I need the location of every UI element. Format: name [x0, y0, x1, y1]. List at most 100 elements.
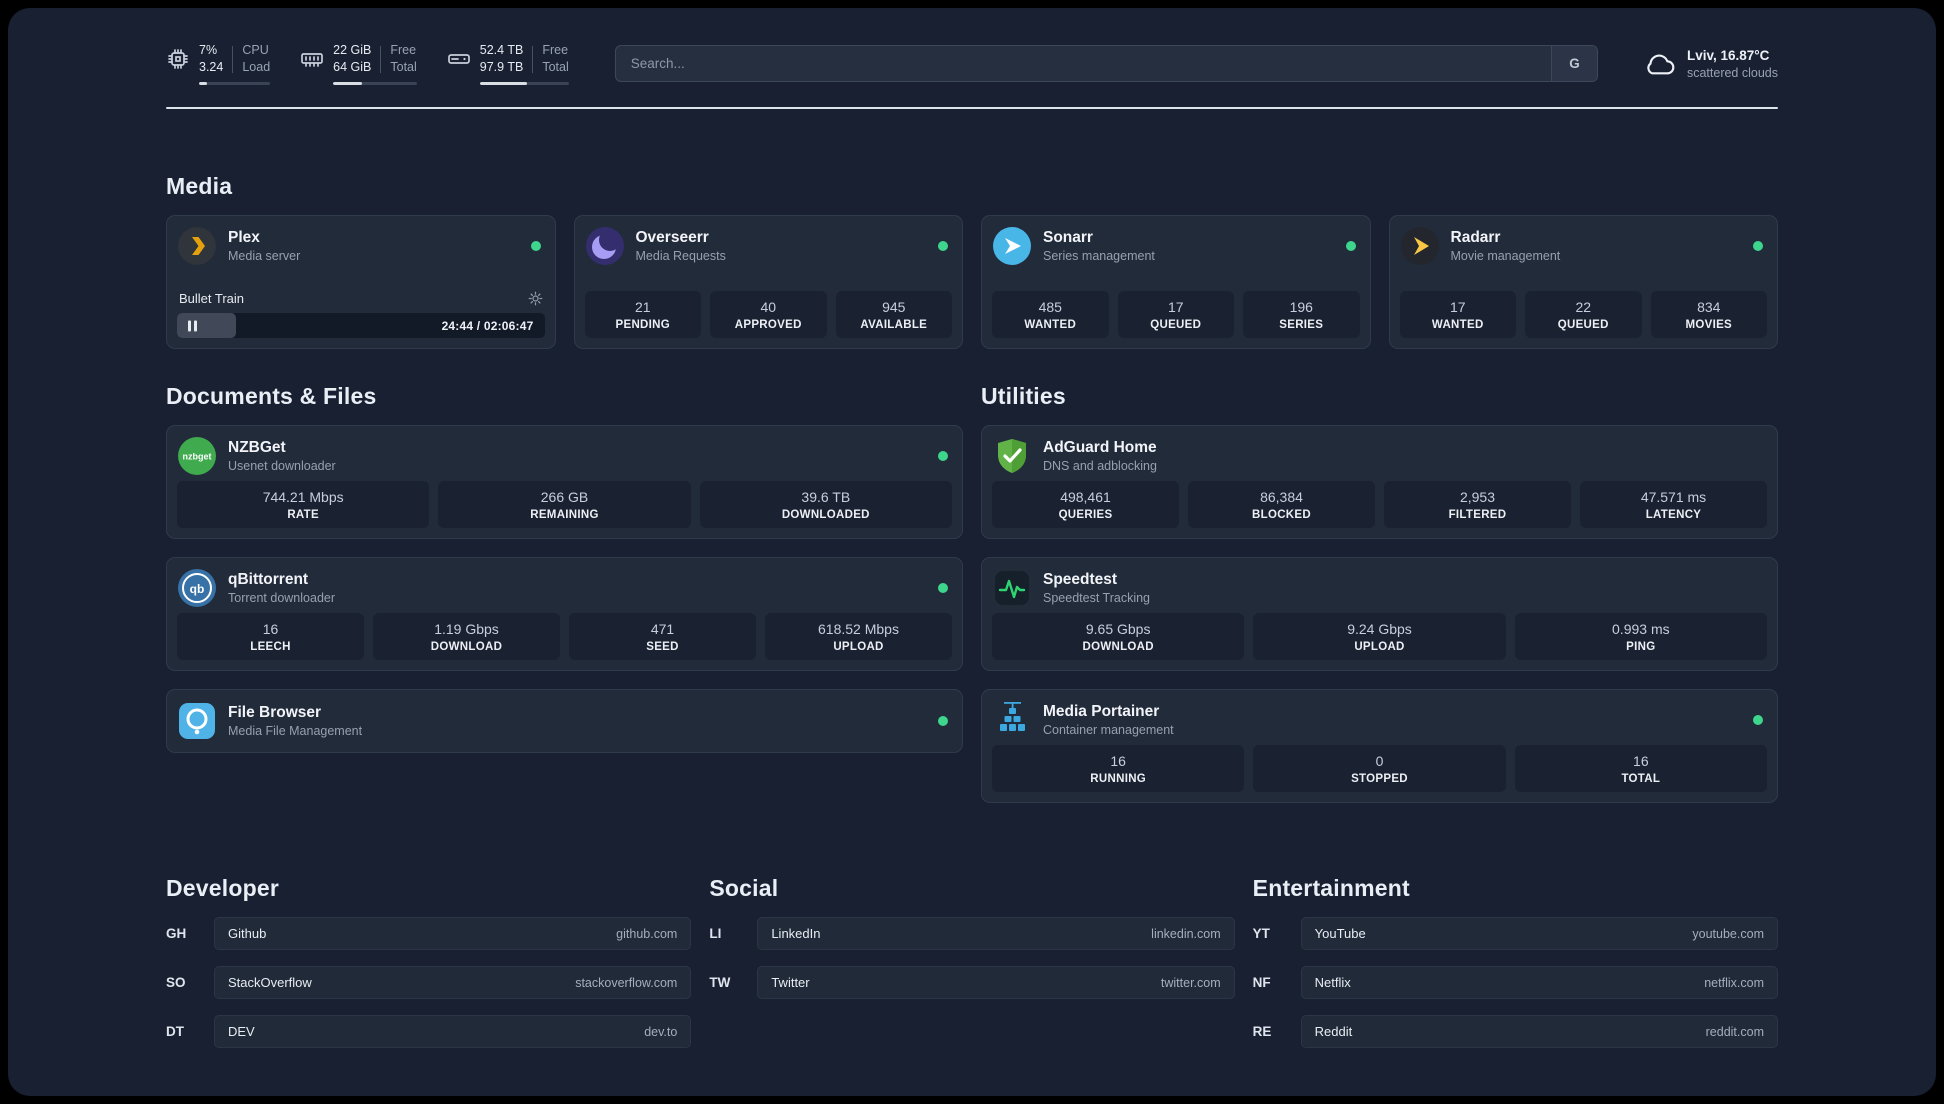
bookmark-row: DT DEV dev.to — [166, 1015, 692, 1048]
bookmark-row: TW Twitter twitter.com — [709, 966, 1235, 999]
cpu-load-value: 3.24 — [199, 60, 224, 74]
plex-icon — [177, 226, 217, 266]
service-desc: Media server — [228, 249, 301, 263]
bookmark-link-stackoverflow[interactable]: StackOverflow stackoverflow.com — [214, 966, 692, 999]
section-media: Media Plex Media server — [166, 173, 1778, 349]
top-bar: 7% 3.24 CPU Load — [166, 42, 1778, 85]
service-desc: Torrent downloader — [228, 591, 336, 605]
radarr-card[interactable]: Radarr Movie management 17 WANTED 22 QUE… — [1388, 215, 1778, 349]
stat-series: 196 SERIES — [1243, 291, 1360, 338]
now-playing-title: Bullet Train — [179, 291, 245, 306]
stat-upload: 9.24 Gbps UPLOAD — [1253, 613, 1506, 660]
service-name: File Browser — [228, 704, 322, 721]
bookmark-abbr: GH — [166, 926, 187, 941]
stat-total: 16 TOTAL — [1514, 745, 1767, 792]
qbittorrent-card[interactable]: qb qBittorrent Torrent downloader 16 — [166, 557, 963, 671]
stat-seed: 471 SEED — [569, 613, 756, 660]
pause-icon[interactable] — [188, 320, 197, 331]
bookmark-group-developer: Developer GH Github github.com SO StackO… — [166, 875, 692, 1048]
stat-running: 16 RUNNING — [992, 745, 1245, 792]
stat-queries: 498,461 QUERIES — [992, 481, 1179, 528]
overseerr-card[interactable]: Overseerr Media Requests 21 PENDING 40 A… — [573, 215, 963, 349]
plex-now-playing: Bullet Train 24:44 / 02:06:47 — [177, 291, 545, 338]
playback-time: 24:44 / 02:06:47 — [441, 318, 534, 333]
adguard-icon — [992, 436, 1032, 476]
disk-icon — [447, 47, 471, 71]
weather-location: Lviv, 16.87°C — [1686, 47, 1770, 63]
filebrowser-card[interactable]: File Browser Media File Management — [166, 689, 963, 753]
playback-progress-bar[interactable]: 24:44 / 02:06:47 — [177, 313, 545, 338]
sonarr-icon — [992, 226, 1032, 266]
status-dot — [938, 241, 948, 251]
bookmark-link-youtube[interactable]: YouTube youtube.com — [1300, 917, 1778, 950]
disk-total-value: 97.9 TB — [479, 60, 524, 74]
bookmark-abbr: YT — [1252, 926, 1270, 941]
stat-pending: 21 PENDING — [584, 291, 701, 338]
memory-icon — [300, 47, 324, 71]
adguard-card[interactable]: AdGuard Home DNS and adblocking 498,461 … — [981, 425, 1778, 539]
section-title-documents: Documents & Files — [166, 383, 377, 409]
disk-free-label: Free — [542, 43, 569, 57]
bookmark-row: YT YouTube youtube.com — [1253, 917, 1778, 950]
section-title-utilities: Utilities — [981, 383, 1066, 409]
radarr-icon — [1400, 226, 1440, 266]
service-name: Overseerr — [635, 229, 709, 246]
speedtest-card[interactable]: Speedtest Speedtest Tracking 9.65 Gbps D… — [981, 557, 1778, 671]
bookmark-abbr: SO — [166, 975, 186, 990]
status-dot — [938, 583, 948, 593]
bookmark-row: RE Reddit reddit.com — [1253, 1015, 1778, 1048]
stat-download: 9.65 Gbps DOWNLOAD — [992, 613, 1245, 660]
service-desc: Movie management — [1450, 249, 1561, 263]
search-engine-button[interactable]: G — [1550, 46, 1597, 81]
status-dot — [530, 241, 541, 251]
cpu-load-label: Load — [242, 60, 271, 74]
service-desc: DNS and adblocking — [1043, 459, 1157, 473]
bookmark-row: NF Netflix netflix.com — [1253, 966, 1778, 999]
nzbget-card[interactable]: nzbget NZBGet Usenet downloader 744.21 M… — [166, 425, 963, 539]
service-name: Radarr — [1450, 229, 1501, 246]
bookmark-abbr: DT — [166, 1024, 184, 1039]
nzbget-icon: nzbget — [177, 436, 217, 476]
bookmark-link-github[interactable]: Github github.com — [214, 917, 692, 950]
stat-movies: 834 MOVIES — [1650, 291, 1767, 338]
plex-card[interactable]: Plex Media server Bullet Train — [166, 215, 556, 349]
disk-progress-bar — [479, 82, 569, 85]
search-input[interactable] — [615, 46, 1551, 81]
stat-queued: 17 QUEUED — [1117, 291, 1234, 338]
stat-downloaded: 39.6 TB DOWNLOADED — [699, 481, 952, 528]
disk-widget: 52.4 TB 97.9 TB Free Total — [447, 42, 569, 85]
bookmark-link-linkedin[interactable]: LinkedIn linkedin.com — [757, 917, 1235, 950]
stat-stopped: 0 STOPPED — [1253, 745, 1506, 792]
svg-text:qb: qb — [190, 582, 205, 596]
stat-latency: 47.571 ms LATENCY — [1580, 481, 1767, 528]
filebrowser-icon — [177, 701, 217, 741]
bookmark-link-dev[interactable]: DEV dev.to — [214, 1015, 692, 1048]
portainer-icon — [992, 700, 1032, 740]
bookmark-group-social: Social LI LinkedIn linkedin.com TW Twitt… — [709, 875, 1235, 1048]
playback-progress-fill — [177, 313, 236, 338]
dashboard: 7% 3.24 CPU Load — [8, 8, 1936, 1096]
stat-remaining: 266 GB REMAINING — [438, 481, 691, 528]
stat-ping: 0.993 ms PING — [1514, 613, 1767, 660]
stat-wanted: 485 WANTED — [992, 291, 1109, 338]
section-documents: Documents & Files nzbget NZBGet Usenet d… — [166, 383, 963, 803]
bookmark-link-reddit[interactable]: Reddit reddit.com — [1300, 1015, 1778, 1048]
stat-blocked: 86,384 BLOCKED — [1188, 481, 1375, 528]
bookmark-link-twitter[interactable]: Twitter twitter.com — [757, 966, 1235, 999]
system-metrics: 7% 3.24 CPU Load — [166, 42, 569, 85]
bookmark-row: GH Github github.com — [166, 917, 692, 950]
disk-total-label: Total — [542, 60, 569, 74]
cloud-icon — [1644, 48, 1676, 80]
stat-download: 1.19 Gbps DOWNLOAD — [373, 613, 560, 660]
portainer-card[interactable]: Media Portainer Container management 16 … — [981, 689, 1778, 803]
service-desc: Media File Management — [228, 724, 363, 738]
service-name: qBittorrent — [228, 571, 309, 588]
service-desc: Speedtest Tracking — [1043, 591, 1151, 605]
sonarr-card[interactable]: Sonarr Series management 485 WANTED 17 Q… — [981, 215, 1371, 349]
service-name: Speedtest — [1043, 571, 1118, 588]
memory-widget: 22 GiB 64 GiB Free Total — [300, 42, 417, 85]
memory-free-value: 22 GiB — [333, 43, 372, 57]
bookmark-link-netflix[interactable]: Netflix netflix.com — [1300, 966, 1778, 999]
gear-icon[interactable] — [528, 291, 543, 306]
weather-widget[interactable]: Lviv, 16.87°C scattered clouds — [1644, 47, 1778, 81]
